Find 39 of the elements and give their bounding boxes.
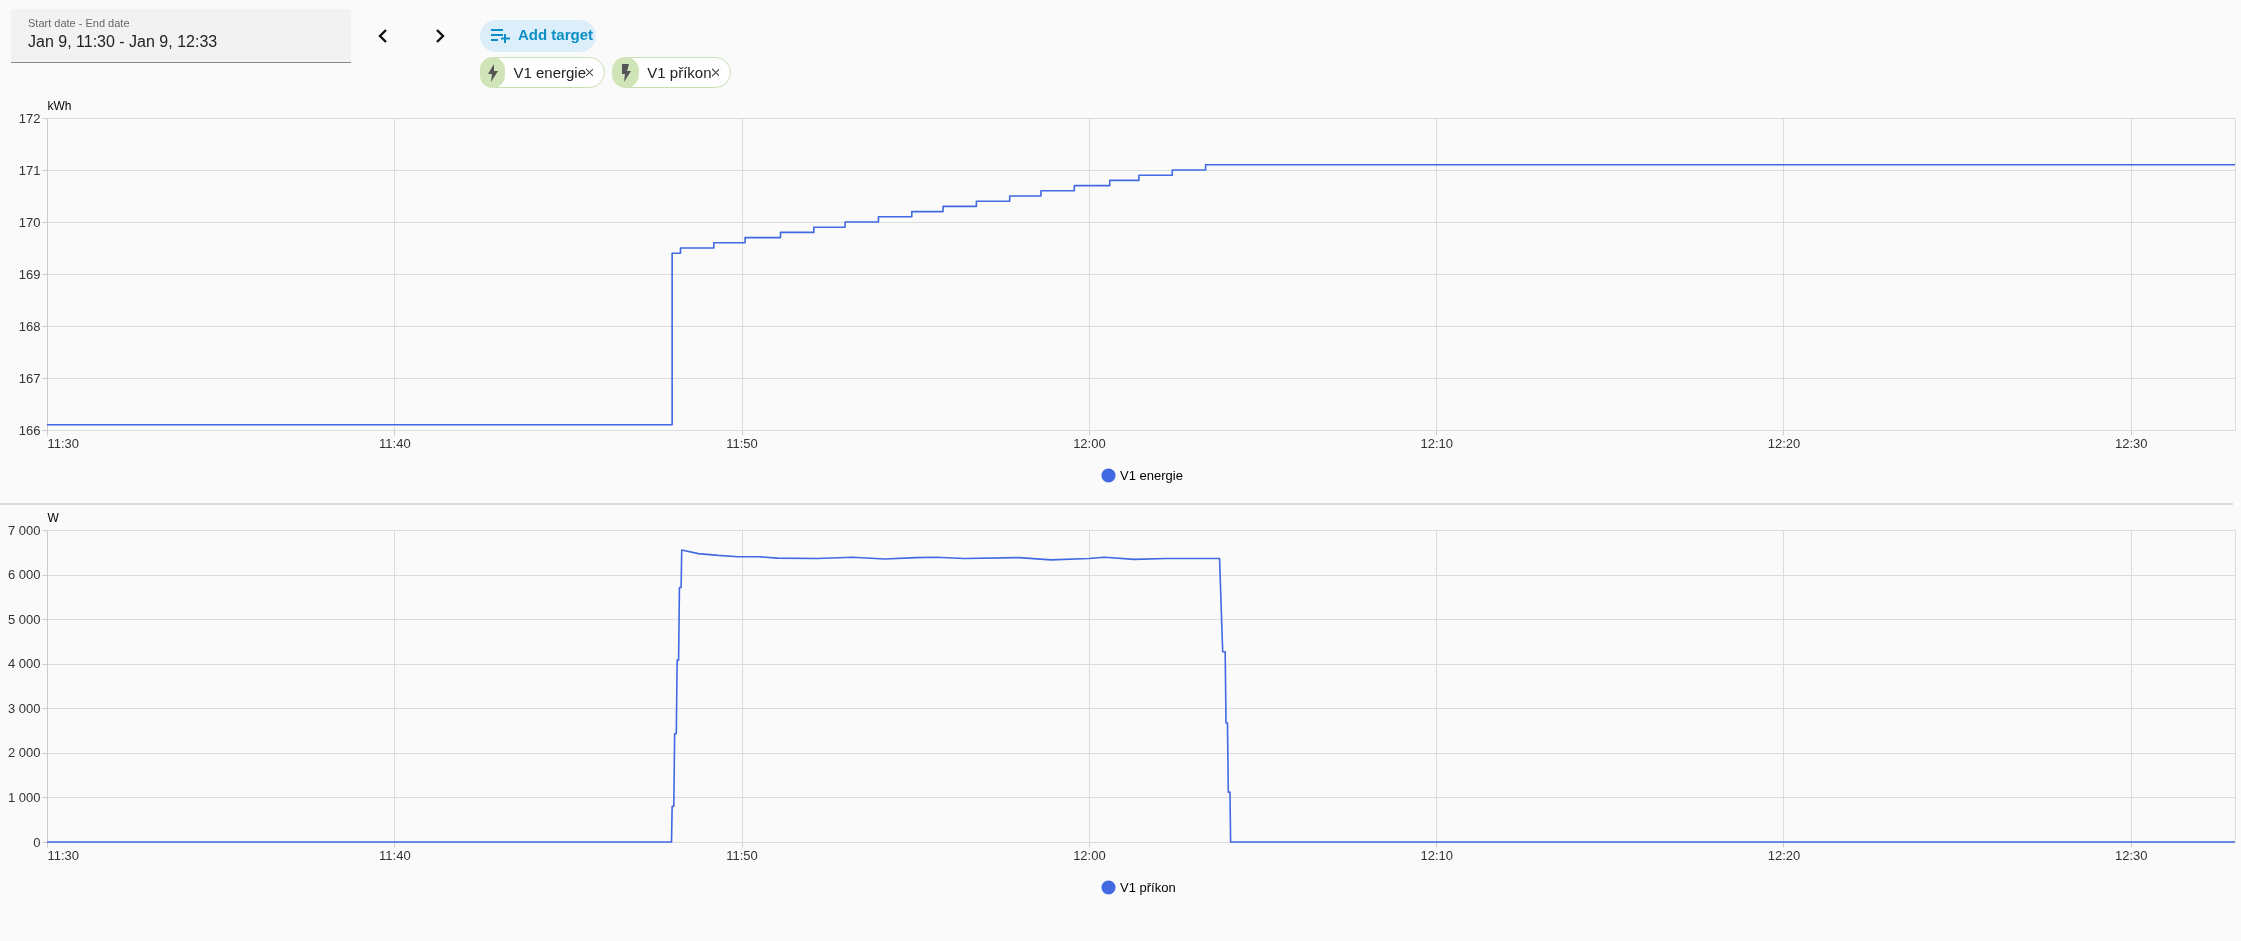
x-tick-label: 11:50 — [726, 435, 758, 451]
y-tick-label: 5 000 — [7, 611, 41, 627]
x-tick-label: 12:10 — [1420, 847, 1454, 863]
text: V1 příkon — [647, 64, 712, 81]
x-tick-label: 12:00 — [1073, 435, 1106, 451]
y-tick-label: 167 — [18, 370, 41, 386]
y-tick-label: 0 — [33, 834, 41, 850]
y-tick-label: 6 000 — [7, 567, 41, 583]
x-tick-label: 12:30 — [2115, 435, 2148, 451]
text: Start date - End date — [28, 17, 130, 29]
text: V1 energie — [513, 64, 587, 81]
legend-label: V1 energie — [1120, 467, 1183, 483]
y-tick-label: 171 — [18, 162, 41, 178]
text: Jan 9, 11:30 - Jan 9, 12:33 — [28, 33, 218, 51]
y-tick-label: 168 — [18, 318, 41, 334]
x-tick-label: 12:20 — [1767, 847, 1801, 863]
x-tick-label: 12:10 — [1420, 435, 1454, 451]
legend-label: V1 příkon — [1120, 879, 1176, 895]
y-tick-label: 169 — [18, 266, 41, 282]
x-tick-label: 11:30 — [47, 847, 80, 863]
y-tick-label: 172 — [18, 110, 41, 126]
x-tick-label: 11:40 — [379, 435, 411, 451]
line-series — [46, 549, 2236, 843]
y-axis-title: kWh — [47, 98, 72, 113]
y-tick-label: 170 — [18, 214, 41, 230]
x-tick-label: 12:00 — [1073, 847, 1106, 863]
text: Add target — [518, 26, 593, 43]
x-tick-label: 11:30 — [47, 435, 80, 451]
y-tick-label: 7 000 — [7, 522, 41, 538]
x-tick-label: 11:50 — [726, 847, 758, 863]
y-tick-label: 3 000 — [7, 700, 41, 716]
x-tick-label: 12:30 — [2115, 847, 2148, 863]
y-tick-label: 2 000 — [7, 745, 41, 761]
x-tick-label: 12:20 — [1767, 435, 1801, 451]
y-axis-title: W — [47, 510, 60, 525]
y-tick-label: 4 000 — [7, 656, 41, 672]
x-tick-label: 11:40 — [379, 847, 411, 863]
y-tick-label: 1 000 — [7, 789, 41, 805]
y-tick-label: 166 — [18, 422, 41, 438]
